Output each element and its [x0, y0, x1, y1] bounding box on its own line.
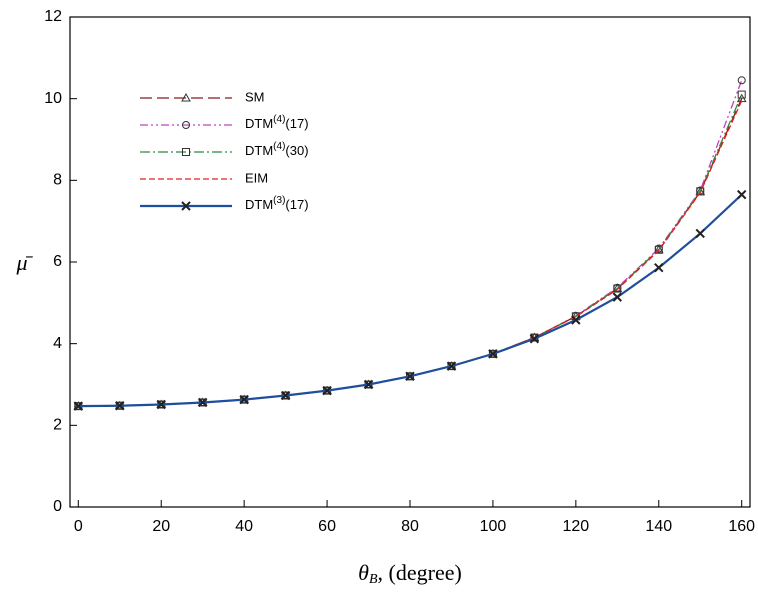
x-tick-label: 120 [563, 518, 590, 535]
marker [654, 245, 663, 254]
series [74, 90, 746, 411]
marker [736, 189, 747, 200]
marker [654, 263, 664, 273]
marker [695, 228, 705, 239]
y-tick-label: 2 [53, 417, 62, 434]
series-line [78, 98, 743, 407]
x-tick-label: 160 [728, 518, 755, 535]
marker [571, 315, 581, 325]
series [78, 100, 743, 407]
marker [446, 361, 457, 371]
plot-frame [69, 16, 751, 508]
x-tick-label: 140 [645, 518, 672, 535]
legend-label: DTM(3)(17) [245, 195, 309, 213]
x-tick-label: 100 [480, 518, 507, 535]
legend-label: DTM(4)(30) [245, 141, 309, 159]
marker [73, 401, 83, 411]
y-tick-label: 8 [53, 172, 62, 189]
series-line [78, 80, 743, 407]
y-tick-label: 10 [44, 90, 62, 107]
legend-marker [181, 201, 191, 211]
y-tick-label: 6 [53, 253, 62, 270]
y-tick-label: 12 [44, 8, 62, 25]
marker [322, 385, 332, 396]
series-line [78, 193, 743, 408]
x-tick-label: 40 [235, 518, 253, 535]
y-tick-label: 4 [53, 335, 62, 352]
legend-marker [182, 121, 190, 129]
y-tick-label: 0 [53, 498, 62, 515]
legend-label: SM [245, 89, 265, 104]
series [74, 76, 746, 411]
series [73, 93, 747, 410]
y-axis-label: μ̄ [15, 250, 33, 275]
x-tick-label: 60 [318, 518, 336, 535]
series-line [78, 94, 743, 407]
marker [280, 390, 291, 401]
x-tick-label: 0 [74, 518, 83, 535]
marker [529, 334, 540, 344]
marker [488, 349, 498, 359]
x-tick-label: 20 [152, 518, 170, 535]
legend-label: DTM(4)(17) [245, 114, 309, 132]
x-tick-label: 80 [401, 518, 419, 535]
legend-label: EIM [245, 170, 268, 185]
marker [197, 397, 208, 408]
marker [613, 284, 622, 293]
legend-marker [181, 92, 191, 102]
marker [696, 187, 705, 196]
marker [239, 394, 249, 405]
marker [612, 292, 623, 302]
x-axis-label: θB, (degree) [358, 560, 462, 587]
marker [737, 76, 746, 85]
series-line [78, 100, 743, 407]
marker [405, 371, 415, 382]
marker [363, 379, 374, 390]
marker [115, 401, 125, 411]
series [73, 189, 747, 411]
marker [737, 90, 746, 99]
marker [156, 399, 166, 410]
legend-marker [182, 148, 190, 156]
